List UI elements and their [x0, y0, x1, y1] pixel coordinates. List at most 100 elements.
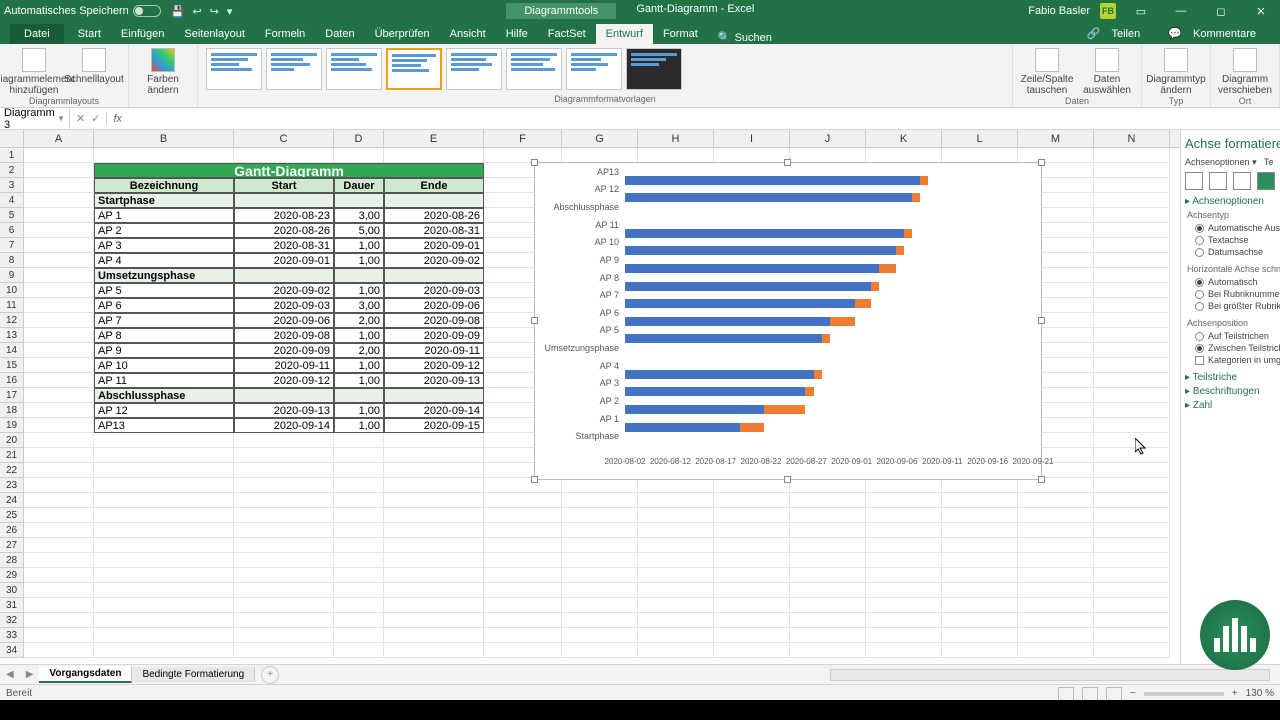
- horizontal-scrollbar[interactable]: [830, 669, 1270, 681]
- cell[interactable]: [1094, 478, 1170, 493]
- cell[interactable]: [234, 628, 334, 643]
- switch-row-col-button[interactable]: Zeile/Spalte tauschen: [1019, 46, 1075, 96]
- cell[interactable]: [94, 463, 234, 478]
- ribbon-tab-factset[interactable]: FactSet: [538, 24, 596, 44]
- cell[interactable]: [638, 148, 714, 163]
- col-header[interactable]: F: [484, 130, 562, 147]
- col-header[interactable]: H: [638, 130, 714, 147]
- cell[interactable]: [562, 568, 638, 583]
- cell[interactable]: [334, 433, 384, 448]
- cell[interactable]: [334, 538, 384, 553]
- cell[interactable]: [1094, 598, 1170, 613]
- cell[interactable]: [234, 193, 334, 208]
- cell[interactable]: [94, 508, 234, 523]
- cell[interactable]: [790, 598, 866, 613]
- cell[interactable]: [94, 628, 234, 643]
- cell[interactable]: [24, 298, 94, 313]
- cell[interactable]: [1018, 628, 1094, 643]
- cell[interactable]: [484, 583, 562, 598]
- chart-bar-duration[interactable]: [822, 334, 830, 343]
- cell[interactable]: [714, 493, 790, 508]
- row-header[interactable]: 21: [0, 448, 24, 463]
- cell[interactable]: AP 12: [94, 403, 234, 418]
- axis-options-icon[interactable]: [1257, 172, 1275, 190]
- cell[interactable]: AP 11: [94, 373, 234, 388]
- radio-date-axis[interactable]: Datumsachse: [1185, 246, 1276, 258]
- row-header[interactable]: 34: [0, 643, 24, 658]
- col-header[interactable]: J: [790, 130, 866, 147]
- cell[interactable]: [384, 553, 484, 568]
- page-break-icon[interactable]: [1106, 687, 1122, 701]
- ribbon-options-icon[interactable]: ▭: [1126, 5, 1156, 18]
- cell[interactable]: [24, 613, 94, 628]
- cell[interactable]: Bezeichnung: [94, 178, 234, 193]
- cell[interactable]: [1018, 568, 1094, 583]
- ribbon-tab-format[interactable]: Format: [653, 24, 708, 44]
- cell[interactable]: [714, 553, 790, 568]
- cell[interactable]: [24, 493, 94, 508]
- cell[interactable]: [638, 538, 714, 553]
- col-header[interactable]: M: [1018, 130, 1094, 147]
- cell[interactable]: [638, 628, 714, 643]
- cell[interactable]: [334, 568, 384, 583]
- quick-layout-button[interactable]: Schnelllayout: [66, 46, 122, 85]
- row-header[interactable]: 20: [0, 433, 24, 448]
- cell[interactable]: [942, 583, 1018, 598]
- chart-bar-duration[interactable]: [904, 229, 912, 238]
- style-thumb[interactable]: [326, 48, 382, 90]
- section-labels[interactable]: ▸ Beschriftungen: [1185, 386, 1276, 397]
- redo-icon[interactable]: ↪: [210, 5, 219, 18]
- cell[interactable]: AP 2: [94, 223, 234, 238]
- cell[interactable]: [1094, 508, 1170, 523]
- cell[interactable]: [24, 178, 94, 193]
- cell[interactable]: [638, 508, 714, 523]
- cell[interactable]: [1094, 298, 1170, 313]
- cell[interactable]: [1018, 493, 1094, 508]
- cell[interactable]: 2020-09-03: [384, 283, 484, 298]
- cell[interactable]: [384, 493, 484, 508]
- toggle-icon[interactable]: [133, 5, 161, 17]
- cell[interactable]: [94, 448, 234, 463]
- chart-bar-duration[interactable]: [871, 282, 879, 291]
- change-chart-type-button[interactable]: Diagrammtyp ändern: [1148, 46, 1204, 96]
- cell[interactable]: [1094, 463, 1170, 478]
- chart-bar-duration[interactable]: [920, 176, 928, 185]
- chart-bar-offset[interactable]: [625, 282, 871, 291]
- enter-icon[interactable]: ✓: [91, 112, 100, 125]
- cell[interactable]: [234, 463, 334, 478]
- cell[interactable]: [484, 478, 562, 493]
- cell[interactable]: [384, 583, 484, 598]
- cell[interactable]: [384, 478, 484, 493]
- cell[interactable]: 2020-09-14: [234, 418, 334, 433]
- cell[interactable]: [484, 628, 562, 643]
- cell[interactable]: [24, 598, 94, 613]
- cell[interactable]: 1,00: [334, 328, 384, 343]
- row-header[interactable]: 33: [0, 628, 24, 643]
- cell[interactable]: [384, 643, 484, 658]
- chart-bar-offset[interactable]: [625, 299, 855, 308]
- zoom-slider[interactable]: [1144, 692, 1224, 696]
- cell[interactable]: [24, 253, 94, 268]
- cell[interactable]: 1,00: [334, 358, 384, 373]
- cell[interactable]: [24, 238, 94, 253]
- cell[interactable]: [1094, 613, 1170, 628]
- style-thumb[interactable]: [446, 48, 502, 90]
- cell[interactable]: [1094, 568, 1170, 583]
- cell[interactable]: 2020-09-03: [234, 298, 334, 313]
- cell[interactable]: [24, 478, 94, 493]
- cell[interactable]: [942, 523, 1018, 538]
- row-header[interactable]: 16: [0, 373, 24, 388]
- normal-view-icon[interactable]: [1058, 687, 1074, 701]
- cell[interactable]: [234, 568, 334, 583]
- chart-bar-offset[interactable]: [625, 423, 740, 432]
- cell[interactable]: [334, 268, 384, 283]
- cell[interactable]: 2020-09-02: [384, 253, 484, 268]
- cell[interactable]: 2020-09-09: [384, 328, 484, 343]
- chart-bar-offset[interactable]: [625, 370, 814, 379]
- cell[interactable]: [562, 628, 638, 643]
- cell[interactable]: [942, 613, 1018, 628]
- radio-auto[interactable]: Automatische Auswahl auf Daten: [1185, 222, 1276, 234]
- cell[interactable]: [24, 343, 94, 358]
- cell[interactable]: [1094, 208, 1170, 223]
- cell[interactable]: 2020-09-08: [234, 328, 334, 343]
